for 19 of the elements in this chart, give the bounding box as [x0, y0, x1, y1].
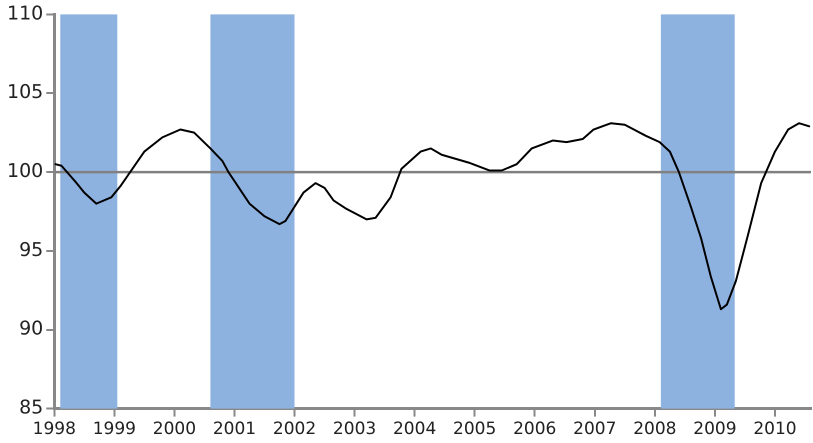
x-tick-label: 2000 — [152, 419, 196, 440]
x-tick-label: 2010 — [753, 419, 797, 440]
x-tick-label: 1999 — [92, 419, 136, 440]
x-tick-label: 2002 — [272, 419, 316, 440]
y-tick-label: 90 — [19, 318, 44, 340]
x-tick-label: 2004 — [392, 419, 436, 440]
x-tick-label: 2001 — [212, 419, 256, 440]
x-tick-label: 2005 — [453, 419, 496, 440]
x-tick-label: 2006 — [513, 419, 556, 440]
x-tick-label: 2007 — [573, 419, 616, 440]
y-tick-label: 110 — [7, 2, 44, 24]
y-tick-label: 85 — [19, 396, 44, 419]
y-tick-label: 95 — [19, 238, 44, 261]
y-tick-label: 100 — [7, 160, 44, 182]
x-tick-label: 1998 — [32, 419, 76, 440]
y-tick-label: 105 — [7, 81, 44, 104]
x-tick-label: 2008 — [633, 419, 676, 440]
x-tick-label: 2009 — [693, 419, 737, 440]
x-tick-label: 2003 — [332, 419, 376, 440]
